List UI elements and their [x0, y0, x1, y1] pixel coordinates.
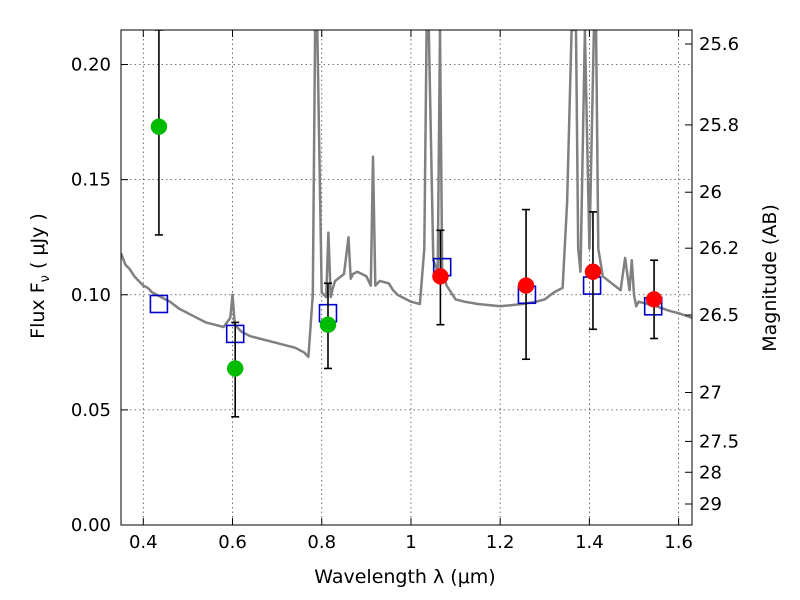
observed-point	[226, 360, 244, 377]
observed-point	[584, 263, 602, 280]
observed-point	[150, 118, 168, 135]
x-axis-title: Wavelength λ (μm)	[314, 566, 495, 588]
y-tick-label: 0.15	[71, 170, 111, 191]
model-point	[149, 294, 169, 314]
y2-tick-label: 26.5	[699, 305, 739, 326]
y2-tick-label: 29	[699, 494, 722, 515]
x-tick-label: 1.6	[664, 532, 693, 553]
y2-tick-label: 25.6	[699, 34, 739, 55]
plot-area	[121, 30, 692, 418]
observed-point	[319, 316, 337, 333]
y2-tick-label: 27	[699, 383, 722, 404]
x-tick-label: 1	[405, 532, 416, 553]
y2-tick-label: 26.2	[699, 238, 739, 259]
observed-point	[517, 277, 535, 294]
y-axis-title-main: Flux F	[27, 282, 49, 338]
x-tick-label: 0.8	[307, 532, 336, 553]
y2-tick-label: 25.8	[699, 115, 739, 136]
axis-ticks: 0.4 0.6 0.8 1 1.2 1.4 1.6 0.00 0.05 0.10 0.15 0.20 2…	[71, 30, 739, 553]
y2-tick-label: 26	[699, 182, 722, 203]
y2-tick-label: 27.5	[699, 431, 739, 452]
plot-frame	[120, 29, 693, 526]
y-tick-label: 0.20	[71, 55, 111, 76]
grid-lines	[121, 30, 692, 526]
y-tick-label: 0.00	[71, 515, 111, 536]
x-tick-label: 1.2	[486, 532, 515, 553]
x-tick-label: 1.4	[575, 532, 604, 553]
y2-tick-label: 28	[699, 462, 722, 483]
y-tick-label: 0.05	[71, 400, 111, 421]
spectrum-line	[121, 30, 692, 359]
y-axis-title: Flux Fν ( μJy )	[27, 213, 53, 339]
x-tick-label: 0.4	[129, 532, 158, 553]
y2-axis-title: Magnitude (AB)	[759, 204, 781, 352]
observed-point	[432, 268, 449, 285]
y-tick-label: 0.10	[71, 285, 111, 306]
observed-point	[645, 291, 663, 308]
x-tick-label: 0.6	[218, 532, 247, 553]
y-axis-title-unit: ( μJy )	[27, 213, 49, 275]
y-axis-title-sub: ν	[38, 275, 53, 282]
